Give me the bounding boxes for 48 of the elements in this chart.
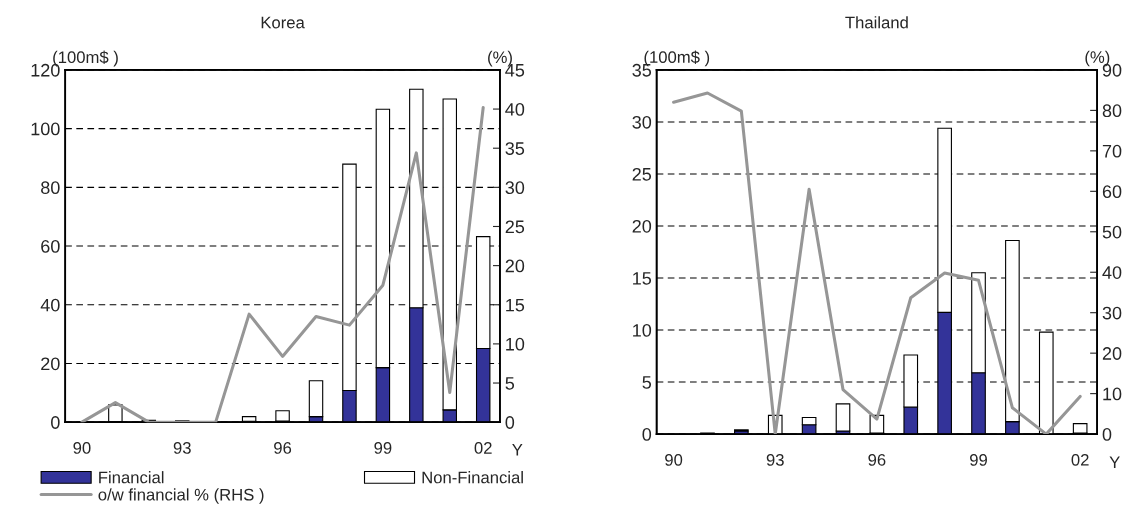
y-tick-label: 20 <box>632 219 652 233</box>
y2-tick-label: 15 <box>506 298 525 312</box>
x-tick-label: 02 <box>474 442 492 454</box>
y2-tick-label: 0 <box>505 416 515 429</box>
x-tick-label: 99 <box>970 453 987 466</box>
y-tick-label: 20 <box>41 357 60 371</box>
y2-tick-label: 50 <box>1102 225 1122 239</box>
chart-title: Thailand <box>845 16 908 29</box>
y-tick-label: 0 <box>51 416 60 429</box>
y-tick-label: 25 <box>632 167 652 181</box>
x-tick-label: 02 <box>1071 453 1089 466</box>
y2-tick-label: 30 <box>1102 306 1122 320</box>
y2-tick-label: 20 <box>505 259 525 273</box>
y2-tick-label: 80 <box>1102 104 1122 118</box>
y-tick-label: 30 <box>632 115 652 129</box>
y-tick-label: 5 <box>642 376 652 389</box>
y-tick-label: 15 <box>633 272 652 285</box>
y2-tick-label: 30 <box>505 181 525 195</box>
x-tick-label: 90 <box>665 453 683 466</box>
x-tick-label: 90 <box>73 442 91 454</box>
y2-tick-label: 25 <box>505 220 525 234</box>
y2-tick-label: 40 <box>505 103 525 116</box>
y2-tick-label: 60 <box>1102 185 1122 199</box>
y2-tick-label: 20 <box>1102 347 1122 360</box>
y-tick-label: 0 <box>642 428 652 441</box>
y2-tick-label: 70 <box>1102 144 1122 158</box>
y-tick-label: 80 <box>41 181 60 195</box>
x-tick-label: 96 <box>868 453 886 466</box>
y-tick-label: 100 <box>31 122 60 136</box>
y2-tick-label: 5 <box>505 377 515 390</box>
y2-tick-label: 10 <box>1103 387 1122 401</box>
y2-tick-label: 10 <box>506 337 525 351</box>
legend-label: Financial <box>99 471 164 484</box>
x-tick-label: 99 <box>374 442 392 454</box>
x-tick-label: 93 <box>766 453 784 466</box>
legend-label: Non-Financial <box>422 471 523 484</box>
y2-tick-label: 40 <box>1102 266 1122 279</box>
y2-tick-label: 0 <box>1102 428 1112 441</box>
x-tick-label: 96 <box>274 442 292 454</box>
y-tick-label: 10 <box>633 323 652 337</box>
legend-label: o/w financial % (RHS ) <box>98 488 264 504</box>
x-tick-label: 93 <box>173 442 191 454</box>
y-tick-label: 60 <box>41 239 60 253</box>
x-axis-title: Y <box>512 443 523 456</box>
y-tick-label: 40 <box>40 298 60 312</box>
chart-title: Korea <box>261 16 305 29</box>
x-axis-title: Y <box>1109 456 1120 469</box>
y2-tick-label: 35 <box>505 142 525 155</box>
